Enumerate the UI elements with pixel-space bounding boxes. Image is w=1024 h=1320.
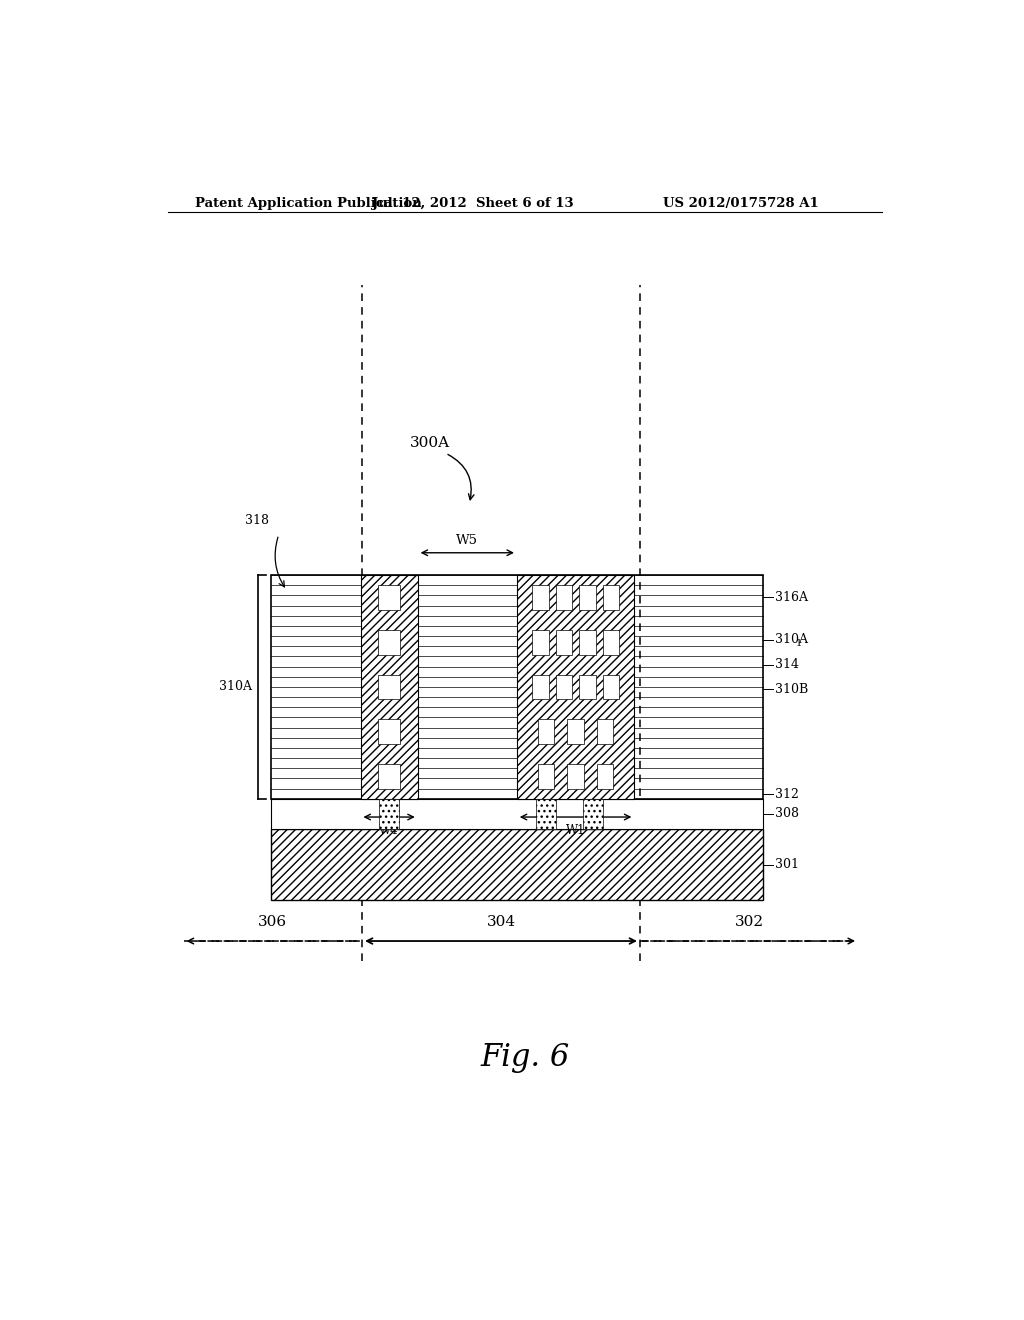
- Bar: [597, 719, 613, 744]
- Bar: [532, 630, 549, 655]
- Text: 310A: 310A: [775, 634, 808, 647]
- Bar: [580, 675, 596, 700]
- Text: 300A: 300A: [410, 436, 450, 450]
- Text: 314: 314: [775, 659, 799, 671]
- Text: 308: 308: [775, 808, 799, 821]
- Text: 1: 1: [796, 639, 802, 648]
- Text: US 2012/0175728 A1: US 2012/0175728 A1: [663, 197, 818, 210]
- Bar: [379, 799, 399, 829]
- Bar: [580, 630, 596, 655]
- Bar: [580, 585, 596, 610]
- Bar: [378, 630, 400, 655]
- Bar: [378, 675, 400, 700]
- Bar: [537, 799, 556, 829]
- Bar: [270, 576, 763, 799]
- Bar: [602, 675, 620, 700]
- Text: 306: 306: [258, 915, 288, 929]
- Text: 316A: 316A: [775, 591, 808, 605]
- Bar: [270, 829, 763, 900]
- Bar: [567, 719, 584, 744]
- Text: 301: 301: [775, 858, 799, 871]
- Bar: [360, 576, 418, 799]
- Text: 310B: 310B: [775, 682, 808, 696]
- Text: Patent Application Publication: Patent Application Publication: [196, 197, 422, 210]
- Bar: [378, 719, 400, 744]
- Text: W4: W4: [379, 824, 399, 837]
- Text: 312: 312: [775, 788, 799, 801]
- Bar: [556, 630, 572, 655]
- Bar: [517, 576, 634, 799]
- Bar: [532, 675, 549, 700]
- Bar: [602, 585, 620, 610]
- Bar: [270, 799, 763, 829]
- Bar: [378, 585, 400, 610]
- Text: 310A: 310A: [219, 680, 252, 693]
- Bar: [378, 764, 400, 788]
- Bar: [538, 764, 554, 788]
- Bar: [532, 585, 549, 610]
- Text: W1: W1: [566, 824, 586, 837]
- Text: W5: W5: [457, 533, 478, 546]
- Bar: [538, 719, 554, 744]
- Bar: [556, 585, 572, 610]
- Bar: [597, 764, 613, 788]
- Bar: [602, 630, 620, 655]
- Bar: [584, 799, 603, 829]
- Text: 304: 304: [486, 915, 515, 929]
- Text: Jul. 12, 2012  Sheet 6 of 13: Jul. 12, 2012 Sheet 6 of 13: [373, 197, 574, 210]
- Text: Fig. 6: Fig. 6: [480, 1043, 569, 1073]
- Bar: [556, 675, 572, 700]
- Text: 318: 318: [246, 513, 269, 527]
- Text: 302: 302: [734, 915, 764, 929]
- Bar: [567, 764, 584, 788]
